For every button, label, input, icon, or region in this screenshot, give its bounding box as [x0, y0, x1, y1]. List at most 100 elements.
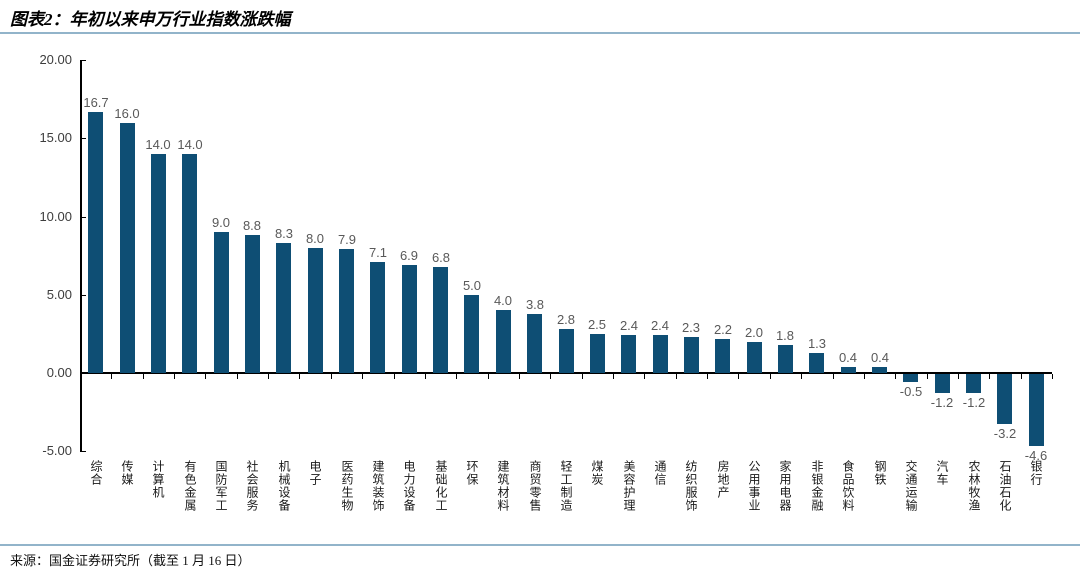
- bar: [778, 345, 793, 373]
- bar: [997, 374, 1012, 424]
- bar-value-label: 6.9: [399, 248, 419, 263]
- bar-value-label: 6.8: [431, 250, 451, 265]
- x-axis-line: [80, 372, 1052, 374]
- category-label: 综合: [89, 460, 103, 486]
- bar-value-label: 14.0: [177, 137, 203, 152]
- category-label: 银行: [1029, 460, 1043, 486]
- y-axis-tick: [80, 60, 86, 61]
- category-label: 汽车: [935, 460, 949, 486]
- category-label: 基础化工: [434, 460, 448, 512]
- category-label: 机械设备: [277, 460, 291, 512]
- y-tick-label: 5.00: [46, 287, 72, 302]
- bar: [120, 123, 135, 373]
- bar-value-label: 2.3: [681, 320, 701, 335]
- bar: [715, 339, 730, 373]
- bar-value-label: 8.8: [242, 218, 262, 233]
- bar-value-label: 8.0: [305, 231, 325, 246]
- x-axis-tick: [676, 374, 677, 379]
- x-axis-tick: [394, 374, 395, 379]
- bar-value-label: -4.6: [1024, 448, 1048, 463]
- x-axis-tick: [927, 374, 928, 379]
- x-axis-tick: [425, 374, 426, 379]
- category-label: 电子: [308, 460, 322, 486]
- x-axis-tick: [582, 374, 583, 379]
- bar-value-label: 16.0: [114, 106, 140, 121]
- x-axis-tick: [895, 374, 896, 379]
- x-axis-tick: [174, 374, 175, 379]
- category-label: 非银金融: [810, 460, 824, 512]
- bar: [245, 235, 260, 373]
- category-label: 传媒: [120, 460, 134, 486]
- category-label: 石油石化: [998, 460, 1012, 512]
- bar-value-label: 0.4: [838, 350, 858, 365]
- category-label: 轻工制造: [559, 460, 573, 512]
- category-label: 交通运输: [904, 460, 918, 512]
- bar: [621, 335, 636, 373]
- x-axis-tick: [989, 374, 990, 379]
- bar-value-label: 0.4: [870, 350, 890, 365]
- bar-value-label: 2.0: [744, 325, 764, 340]
- bar: [684, 337, 699, 373]
- category-label: 电力设备: [402, 460, 416, 512]
- bar: [308, 248, 323, 373]
- bar-value-label: -3.2: [993, 426, 1017, 441]
- category-label: 社会服务: [245, 460, 259, 512]
- y-axis-tick: [80, 295, 86, 296]
- bar-value-label: -1.2: [930, 395, 954, 410]
- x-axis-tick: [362, 374, 363, 379]
- bar: [747, 342, 762, 373]
- x-axis-tick: [833, 374, 834, 379]
- y-tick-label: 20.00: [39, 52, 72, 67]
- x-axis-tick: [1052, 374, 1053, 379]
- bar-value-label: 2.4: [650, 318, 670, 333]
- bar: [903, 374, 918, 382]
- category-label: 家用电器: [778, 460, 792, 512]
- x-axis-tick: [80, 374, 81, 379]
- bar-value-label: 2.5: [587, 317, 607, 332]
- bar-value-label: 5.0: [462, 278, 482, 293]
- bar: [527, 314, 542, 373]
- y-tick-label: 0.00: [46, 365, 72, 380]
- x-axis-tick: [205, 374, 206, 379]
- chart-title: 图表2：年初以来申万行业指数涨跌幅: [10, 10, 291, 29]
- bar-value-label: 16.7: [83, 95, 109, 110]
- bar: [1029, 374, 1044, 446]
- category-label: 通信: [653, 460, 667, 486]
- bar: [841, 367, 856, 373]
- bar-value-label: 7.1: [368, 245, 388, 260]
- y-tick-label: 10.00: [39, 209, 72, 224]
- category-label: 煤炭: [590, 460, 604, 486]
- x-axis-tick: [268, 374, 269, 379]
- category-label: 有色金属: [183, 460, 197, 512]
- x-axis-tick: [1021, 374, 1022, 379]
- bar-value-label: -0.5: [899, 384, 923, 399]
- bar: [809, 353, 824, 373]
- bar: [88, 112, 103, 373]
- category-label: 建筑材料: [496, 460, 510, 512]
- category-label: 纺织服饰: [684, 460, 698, 512]
- x-axis-tick: [519, 374, 520, 379]
- x-axis-tick: [644, 374, 645, 379]
- y-axis-tick: [80, 217, 86, 218]
- bar: [402, 265, 417, 373]
- bar: [966, 374, 981, 393]
- bar: [872, 367, 887, 373]
- y-axis-tick: [80, 373, 86, 374]
- x-axis-tick: [550, 374, 551, 379]
- bar-value-label: 3.8: [525, 297, 545, 312]
- bar: [433, 267, 448, 373]
- x-axis-tick: [299, 374, 300, 379]
- x-axis-tick: [707, 374, 708, 379]
- x-axis-tick: [111, 374, 112, 379]
- footer-divider: [0, 544, 1080, 546]
- x-axis-tick: [864, 374, 865, 379]
- x-axis-tick: [613, 374, 614, 379]
- x-axis-tick: [738, 374, 739, 379]
- x-axis-tick: [801, 374, 802, 379]
- category-label: 房地产: [716, 460, 730, 499]
- category-label: 计算机: [151, 460, 165, 499]
- y-tick-label: -5.00: [42, 443, 72, 458]
- bar: [214, 232, 229, 373]
- category-label: 农林牧渔: [967, 460, 981, 512]
